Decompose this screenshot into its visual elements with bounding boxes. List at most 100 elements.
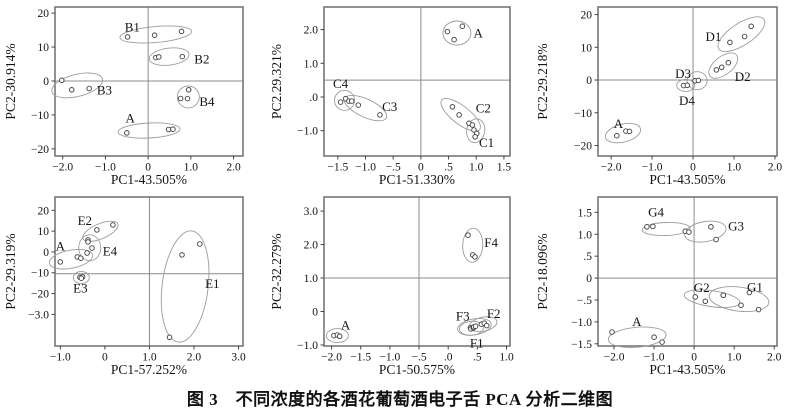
data-point — [713, 67, 720, 73]
cluster-label-G2: G2 — [694, 280, 710, 295]
data-point — [348, 98, 355, 104]
data-point — [57, 259, 64, 265]
cluster-label-C3: C3 — [382, 99, 397, 114]
data-point — [725, 59, 732, 66]
data-point — [84, 250, 90, 256]
cluster-label-C1: C1 — [479, 135, 494, 150]
y-axis-label: PC2-32.279% — [269, 233, 284, 309]
pca-plot-F: −2.0 −1.5 −1.0 −.5.0.5 1.0 3.0 2.0 1.0 0 −1.0 PC1-… — [266, 190, 532, 380]
cluster-ellipse-C2 — [440, 98, 481, 132]
plot-frame — [54, 6, 244, 157]
cluster-label-E4: E4 — [103, 244, 118, 259]
data-point — [337, 99, 344, 105]
x-axis-label: PC1-57.252% — [111, 362, 187, 377]
x-tick-label: −1.0 — [379, 352, 400, 364]
data-point — [695, 77, 702, 84]
x-tick-label: 2.0 — [767, 352, 782, 364]
data-point — [166, 334, 173, 341]
cluster-ellipse-D1 — [717, 16, 766, 53]
x-tick-label: −1.0 — [95, 162, 116, 174]
data-point — [459, 23, 466, 29]
cluster-ellipse-F4 — [462, 227, 484, 263]
y-tick-label: −20 — [574, 141, 592, 153]
cluster-label-D2: D2 — [735, 69, 751, 84]
x-tick-label: −1.0 — [644, 352, 665, 364]
cluster-ellipse-F1 — [457, 318, 492, 336]
y-tick-label: −20 — [31, 144, 49, 156]
data-point — [718, 64, 725, 71]
plot-frame — [323, 196, 511, 347]
data-point — [738, 302, 744, 308]
data-point — [644, 224, 650, 230]
y-tick-label: 1.0 — [304, 273, 319, 285]
cluster-ellipse-E1 — [160, 230, 210, 343]
data-point — [178, 28, 185, 35]
x-tick-label: 0 — [418, 162, 424, 174]
y-tick-label: .5 — [583, 251, 592, 263]
x-tick-label: −1.0 — [355, 162, 376, 174]
data-point — [755, 306, 762, 313]
cluster-ellipse-B1 — [119, 25, 193, 44]
x-tick-label: −.5 — [411, 352, 426, 364]
y-tick-label: 2.0 — [304, 240, 319, 252]
y-tick-label: 10 — [38, 42, 50, 54]
x-tick-label: 2.0 — [768, 162, 783, 174]
data-point — [626, 128, 633, 135]
x-tick-label: .5 — [473, 352, 482, 364]
x-tick-label: 1.5 — [497, 162, 512, 174]
y-axis-label: PC2-18.096% — [535, 233, 550, 309]
pca-subplot-E: −1.0 0 1.0 2.0 3.0 20 10 0 −10 −20 −3.0 PC1-57.252%… — [3, 196, 246, 377]
data-point — [659, 339, 665, 345]
pca-subplot-D: −2.0 −1.0 0 1.0 2.0 20 10 0 −10 −20 PC1-43.505% PC2… — [535, 6, 783, 187]
cluster-ellipse-A — [117, 122, 181, 139]
y-tick-label: −10 — [574, 108, 592, 120]
data-point — [456, 112, 462, 118]
cluster-ellipse-G2 — [683, 289, 741, 308]
data-point — [609, 329, 615, 335]
y-tick-label: 20 — [38, 205, 50, 217]
y-tick-label: 1.0 — [578, 229, 593, 241]
x-tick-label: 1.0 — [469, 162, 484, 174]
data-point — [727, 39, 733, 46]
data-point — [708, 224, 714, 230]
y-tick-label: 20 — [38, 8, 50, 20]
data-point — [444, 28, 451, 35]
data-point — [94, 227, 100, 233]
x-tick-label: −2.0 — [321, 352, 342, 364]
x-tick-label: 1.0 — [184, 162, 199, 174]
cluster-ellipse-A — [604, 122, 642, 144]
data-point — [124, 34, 131, 40]
cluster-label-B1: B1 — [125, 19, 140, 34]
figure-caption: 图 3 不同浓度的各酒花葡萄酒电子舌 PCA 分析二维图 — [186, 389, 614, 409]
cluster-ellipse-A — [607, 326, 667, 348]
cluster-label-D3: D3 — [675, 66, 691, 81]
cluster-label-D1: D1 — [706, 29, 722, 44]
cluster-label-B3: B3 — [97, 83, 112, 98]
cluster-ellipse-D4 — [676, 78, 696, 92]
y-tick-label: −10 — [31, 268, 49, 280]
cluster-ellipse-A — [325, 328, 349, 344]
x-tick-label: −1.5 — [327, 162, 348, 174]
cluster-ellipse-C1 — [466, 118, 486, 144]
cluster-label-B2: B2 — [194, 51, 209, 66]
cluster-label-C4: C4 — [333, 76, 349, 91]
cluster-ellipse-C4 — [334, 89, 355, 111]
data-point — [472, 254, 478, 260]
cluster-label-G3: G3 — [728, 218, 744, 233]
pca-plot-B: −2.0 −1.0 0 1.0 2.0 20 10 0 −10 −20 PC1-43.505% PC2… — [0, 0, 266, 190]
x-tick-label: 1.0 — [499, 352, 514, 364]
y-tick-label: 0 — [43, 247, 49, 259]
data-point — [170, 126, 176, 132]
y-tick-label: −1.0 — [297, 126, 318, 138]
cluster-ellipse-A — [48, 248, 94, 270]
x-tick-label: .5 — [444, 162, 453, 174]
cluster-label-A: A — [632, 314, 642, 329]
y-tick-label: −3.0 — [28, 309, 49, 321]
x-tick-label: 3.0 — [231, 352, 246, 364]
cluster-label-F4: F4 — [484, 235, 498, 250]
data-point — [686, 229, 692, 235]
cluster-label-E3: E3 — [73, 280, 87, 295]
cluster-ellipse-D2 — [708, 52, 739, 79]
data-point — [197, 241, 203, 247]
